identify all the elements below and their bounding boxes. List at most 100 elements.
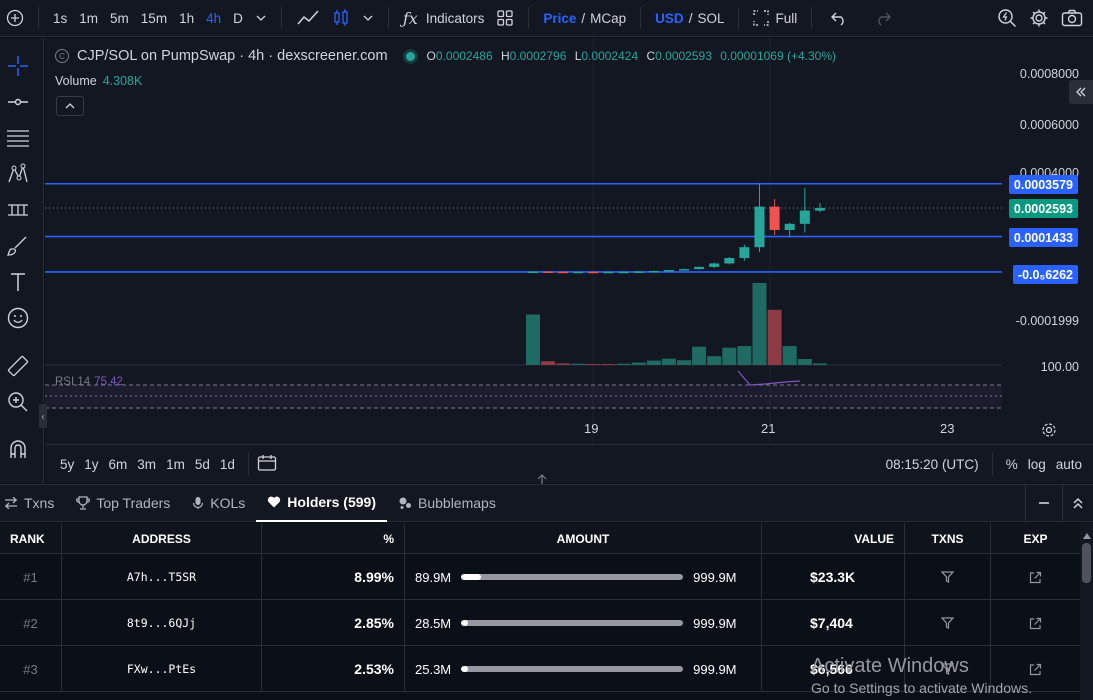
pattern-tool-button[interactable] [4, 160, 32, 188]
tab-top-traders[interactable]: Top Traders [65, 484, 181, 522]
chart-canvas[interactable] [45, 38, 1093, 444]
side-collapse-handle[interactable]: ‹ [39, 404, 47, 428]
redo-button[interactable] [868, 0, 898, 37]
percent-scale-toggle[interactable]: % [1005, 456, 1018, 472]
volume-bar [782, 346, 797, 365]
range-5d[interactable]: 5d [194, 456, 210, 472]
interval-4h[interactable]: 4h [206, 10, 222, 26]
time-axis-label: 19 [584, 421, 599, 436]
emoji-tool-button[interactable] [4, 304, 32, 332]
address-link[interactable]: FXw...PtEs [62, 646, 262, 692]
layouts-button[interactable] [490, 0, 520, 37]
undo-button[interactable] [824, 0, 854, 37]
range-1y[interactable]: 1y [84, 456, 99, 472]
line-chart-button[interactable] [290, 0, 326, 37]
holding-progress-bar [461, 666, 684, 672]
address-link[interactable]: 8t9...6QJj [62, 600, 262, 646]
crosshair-tool-button[interactable] [4, 52, 32, 80]
tab-holders[interactable]: Holders (599) [256, 484, 387, 522]
mcap-option[interactable]: MCap [590, 10, 627, 26]
utc-clock[interactable]: 08:15:20 (UTC) [885, 456, 979, 472]
filter-txns-button[interactable] [905, 646, 991, 692]
table-scrollbar[interactable] [1080, 523, 1093, 700]
market-status-dot [405, 51, 415, 61]
table-row[interactable]: #3 FXw...PtEs 2.53% 25.3M 999.9M $6,566 [0, 646, 1080, 692]
price-mcap-toggle[interactable]: Price / MCap [537, 0, 632, 37]
horizontal-levels[interactable] [45, 182, 1002, 273]
table-row[interactable]: #1 A7h...T5SR 8.99% 89.9M 999.9M $23.3K [0, 554, 1080, 600]
column-header-amount[interactable]: AMOUNT [405, 523, 762, 554]
table-row[interactable]: #2 8t9...6QJj 2.85% 28.5M 999.9M $7,404 [0, 600, 1080, 646]
interval-D[interactable]: D [233, 10, 243, 26]
hide-panel-button[interactable] [1069, 80, 1093, 104]
address-link[interactable]: A7h...T5SR [62, 554, 262, 600]
scroll-up-arrow[interactable] [1083, 533, 1091, 539]
chart-settings-button[interactable] [1041, 422, 1057, 443]
usd-sol-toggle[interactable]: USD / SOL [649, 0, 730, 37]
interval-5m[interactable]: 5m [110, 10, 129, 26]
column-header-exp[interactable]: EXP [1023, 531, 1048, 546]
range-3m[interactable]: 3m [137, 456, 157, 472]
price-axis-label: 0.0008000 [1019, 67, 1079, 81]
price-chart[interactable]: C CJP/SOL on PumpSwap · 4h · dexscreener… [39, 38, 1093, 483]
redo-icon [878, 12, 892, 26]
zoom-tool-button[interactable] [4, 388, 32, 416]
grid-layout-icon [497, 10, 514, 26]
indicators-button[interactable]: ƒx Indicators [397, 0, 490, 37]
interval-dropdown-button[interactable] [249, 0, 273, 37]
add-symbol-button[interactable] [0, 0, 30, 37]
column-header-address[interactable]: ADDRESS [62, 523, 262, 554]
tab-bubblemaps[interactable]: Bubblemaps [387, 484, 507, 522]
divider [1025, 484, 1026, 522]
tab-txns[interactable]: Txns [0, 484, 65, 522]
expand-panel-button[interactable] [1063, 484, 1093, 522]
magnet-tool-button[interactable] [4, 436, 32, 464]
range-1d[interactable]: 1d [219, 456, 235, 472]
range-5y[interactable]: 5y [60, 456, 75, 472]
auto-scale-toggle[interactable]: auto [1055, 456, 1082, 472]
column-header-rank[interactable]: RANK [0, 523, 62, 554]
bottom-panel-tabs: Txns Top Traders KOLs Holders (599) Bubb… [0, 484, 1093, 522]
column-header-txns[interactable]: TXNS [905, 523, 991, 554]
range-1m[interactable]: 1m [166, 456, 185, 472]
range-6m[interactable]: 6m [108, 456, 128, 472]
screenshot-button[interactable] [1055, 0, 1089, 37]
minimize-panel-button[interactable] [1026, 484, 1062, 522]
usd-option[interactable]: USD [655, 10, 684, 26]
bubbles-icon [399, 497, 411, 509]
price-option[interactable]: Price [543, 10, 577, 26]
quick-search-button[interactable] [991, 0, 1023, 37]
search-lightning-icon [998, 9, 1016, 27]
interval-1s[interactable]: 1s [53, 10, 68, 26]
interval-15m[interactable]: 15m [140, 10, 168, 26]
chart-type-dropdown-button[interactable] [356, 0, 380, 37]
explorer-link-button[interactable] [991, 600, 1080, 646]
forecast-tool-button[interactable] [4, 196, 32, 224]
column-header-value[interactable]: VALUE [762, 523, 905, 554]
tab-kols[interactable]: KOLs [181, 484, 256, 522]
interval-1m[interactable]: 1m [79, 10, 99, 26]
log-scale-toggle[interactable]: log [1027, 456, 1046, 472]
fib-tool-button[interactable] [4, 124, 32, 152]
filter-txns-button[interactable] [905, 554, 991, 600]
amount-cell: 25.3M 999.9M [405, 646, 762, 692]
settings-button[interactable] [1023, 0, 1055, 37]
explorer-link-button[interactable] [991, 554, 1080, 600]
tab-label: Bubblemaps [418, 495, 496, 511]
candle-chart-button[interactable] [326, 0, 356, 37]
sol-option[interactable]: SOL [697, 10, 725, 26]
text-tool-button[interactable] [4, 268, 32, 296]
date-range-button[interactable] [257, 454, 277, 475]
brush-tool-button[interactable] [4, 232, 32, 260]
text-icon [11, 273, 25, 291]
scrollbar-thumb[interactable] [1082, 543, 1091, 583]
divider [640, 7, 642, 29]
filter-txns-button[interactable] [905, 600, 991, 646]
explorer-link-button[interactable] [991, 646, 1080, 692]
column-header-percent[interactable]: % [262, 523, 405, 554]
ruler-tool-button[interactable] [4, 352, 32, 380]
collapse-legend-button[interactable] [56, 96, 84, 116]
interval-1h[interactable]: 1h [179, 10, 195, 26]
trend-line-tool-button[interactable] [4, 88, 32, 116]
fullscreen-button[interactable]: Full [747, 0, 803, 37]
